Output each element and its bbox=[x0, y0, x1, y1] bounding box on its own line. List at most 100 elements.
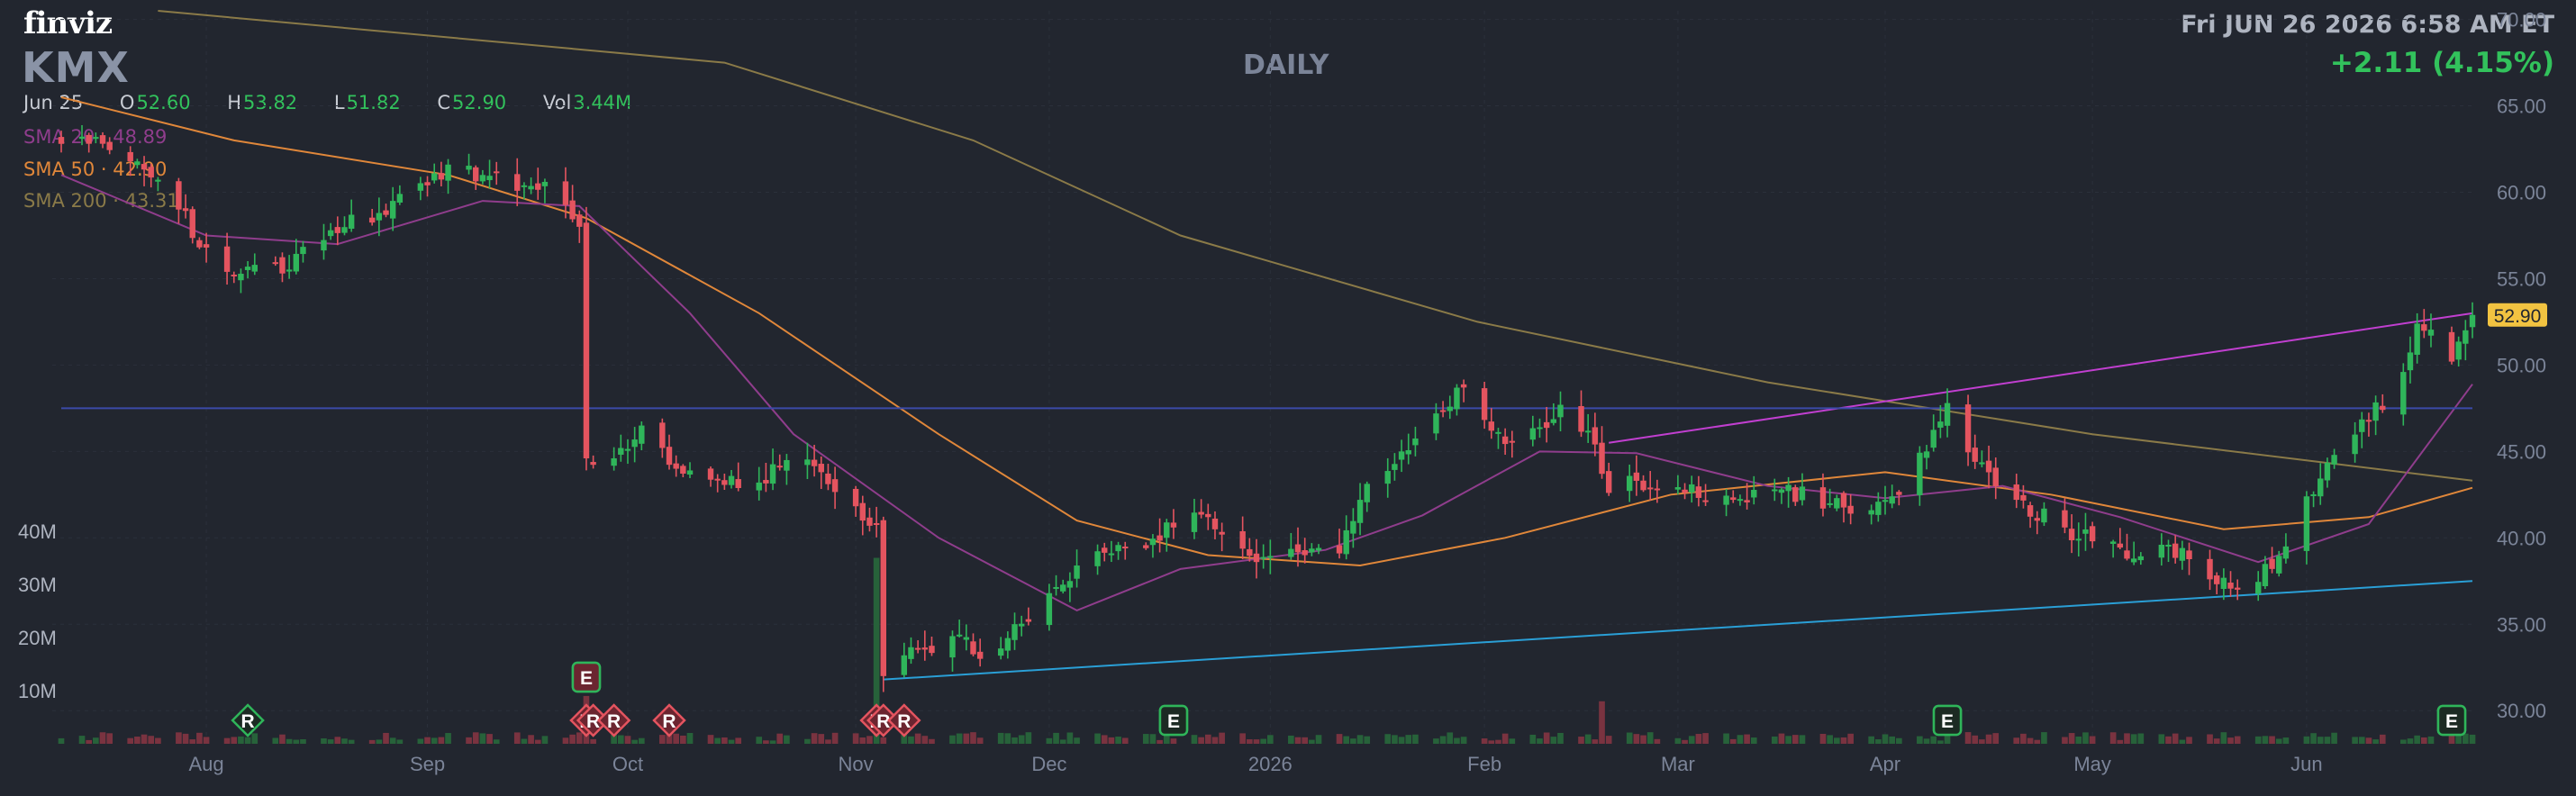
volume-bar bbox=[383, 732, 389, 744]
volume-bar bbox=[493, 739, 500, 744]
volume-bar bbox=[639, 737, 645, 744]
candle-body bbox=[1247, 548, 1253, 556]
candle-body bbox=[763, 480, 769, 484]
volume-bar bbox=[376, 739, 383, 744]
candle-body bbox=[2303, 496, 2310, 551]
volume-bar bbox=[176, 732, 182, 744]
volume-bar bbox=[78, 736, 86, 744]
candle-body bbox=[2158, 544, 2165, 558]
candle-body bbox=[2117, 543, 2124, 548]
x-tick-label: Dec bbox=[1031, 753, 1066, 775]
candle-body bbox=[1702, 500, 1709, 502]
volume-bar bbox=[1004, 733, 1011, 744]
candle-body bbox=[2463, 330, 2469, 344]
candle-body bbox=[134, 161, 141, 166]
volume-bar bbox=[680, 735, 686, 744]
candle-body bbox=[1930, 430, 1937, 448]
volume-bar bbox=[590, 738, 596, 744]
volume-bar bbox=[327, 739, 334, 744]
volume-bar bbox=[873, 557, 880, 744]
candle-body bbox=[1447, 406, 1453, 412]
candle-body bbox=[2380, 405, 2386, 411]
volume-label: Vol bbox=[542, 92, 572, 113]
rating-marker[interactable]: R bbox=[231, 703, 265, 737]
candle-body bbox=[1384, 471, 1391, 484]
candle-body bbox=[866, 517, 873, 526]
volume-bar bbox=[2227, 737, 2234, 744]
candle-body bbox=[811, 459, 818, 466]
sma200-legend[interactable]: SMA 200 · 43.31 bbox=[23, 190, 179, 212]
candle-body bbox=[494, 171, 500, 174]
candle-body bbox=[1122, 547, 1129, 549]
volume-bar bbox=[901, 732, 908, 744]
volume-bar bbox=[1896, 737, 1902, 744]
candle-body bbox=[680, 466, 686, 475]
volume-bar bbox=[997, 732, 1004, 744]
candle-body bbox=[1792, 487, 1799, 502]
candle-body bbox=[1674, 487, 1682, 490]
volume-bar bbox=[1737, 735, 1744, 744]
close-label: C bbox=[437, 92, 451, 113]
volume-bar bbox=[2358, 737, 2365, 744]
ticker-symbol: KMX bbox=[22, 43, 130, 92]
candle-body bbox=[1481, 388, 1488, 421]
finviz-logo[interactable]: finviz bbox=[23, 5, 113, 41]
volume-bar bbox=[1882, 734, 1889, 744]
volume-bar bbox=[1336, 734, 1343, 744]
candle-body bbox=[914, 647, 921, 650]
volume-bar bbox=[1121, 737, 1129, 744]
volume-bar bbox=[1501, 733, 1509, 744]
volume-bar bbox=[624, 736, 631, 744]
candle-body bbox=[1840, 493, 1847, 508]
volume-bar bbox=[2262, 736, 2269, 744]
earnings-marker[interactable]: E bbox=[2436, 704, 2467, 737]
volume-bar bbox=[1964, 732, 1972, 744]
volume-bar bbox=[1688, 736, 1695, 744]
volume-bar bbox=[1495, 739, 1501, 744]
rating-marker[interactable]: R bbox=[866, 703, 901, 737]
volume-bar bbox=[1605, 736, 1612, 744]
volume-bar bbox=[479, 733, 486, 744]
candle-body bbox=[2220, 577, 2227, 590]
volume-bar bbox=[569, 734, 576, 744]
volume-bar bbox=[659, 735, 666, 744]
y-tick-label: 50.00 bbox=[2497, 354, 2546, 376]
high-value: 53.82 bbox=[243, 92, 298, 113]
candle-body bbox=[479, 175, 486, 182]
volume-bar bbox=[2041, 732, 2047, 744]
volume-bar bbox=[2137, 733, 2145, 744]
earnings-marker[interactable]: E bbox=[571, 661, 602, 693]
candle-body bbox=[2269, 558, 2275, 569]
candle-body bbox=[327, 230, 334, 237]
volume-bar bbox=[1584, 734, 1592, 744]
earnings-marker[interactable]: E bbox=[1932, 704, 1963, 737]
candle-body bbox=[1392, 464, 1398, 470]
volume-bar bbox=[1149, 734, 1156, 744]
volume-bar bbox=[735, 737, 742, 744]
volume-bar bbox=[2172, 733, 2179, 744]
candle-body bbox=[1350, 520, 1356, 534]
earnings-marker[interactable]: E bbox=[1158, 704, 1189, 737]
volume-bar bbox=[238, 736, 244, 744]
volume-bar bbox=[673, 733, 679, 744]
volume-bar bbox=[1356, 735, 1364, 744]
volume-bar bbox=[1599, 701, 1605, 744]
rating-marker[interactable]: R bbox=[887, 703, 921, 737]
candle-body bbox=[804, 459, 811, 466]
rating-marker[interactable]: R bbox=[652, 703, 686, 737]
volume-bar bbox=[1868, 736, 1874, 744]
candle-body bbox=[238, 274, 244, 281]
rating-marker[interactable]: R bbox=[576, 703, 611, 737]
candle-body bbox=[929, 646, 935, 654]
volume-bar bbox=[148, 736, 155, 744]
volume-bar bbox=[1066, 732, 1074, 744]
volume-bar bbox=[1529, 734, 1537, 744]
candle-body bbox=[769, 464, 776, 484]
candle-body bbox=[956, 634, 963, 637]
rating-marker[interactable]: R bbox=[596, 703, 631, 737]
candle-body bbox=[1501, 436, 1509, 445]
candle-body bbox=[639, 425, 645, 444]
last-price-tag bbox=[2488, 303, 2547, 327]
candle-body bbox=[2352, 434, 2358, 455]
